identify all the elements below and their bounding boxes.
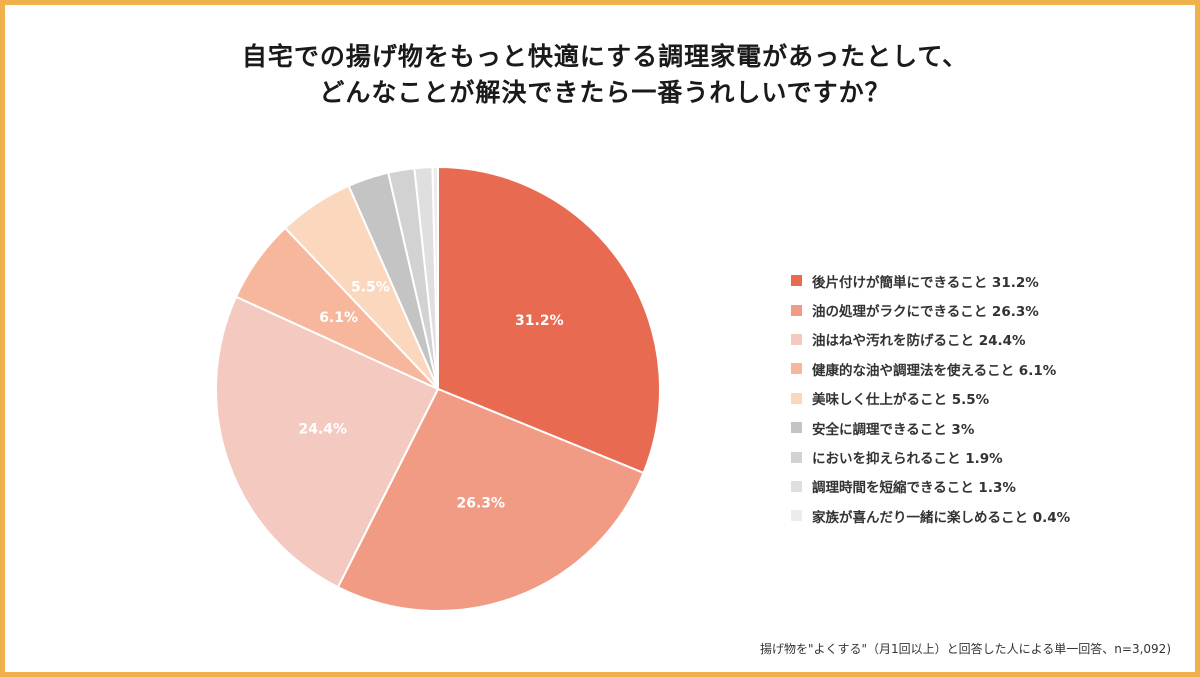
legend-label: 健康的な油や調理法を使えること 6.1% [812,362,1057,379]
legend-swatch [791,363,802,375]
legend-label: 家族が喜んだり一緒に楽しめること 0.4% [812,509,1071,526]
legend-item-7: においを抑えられること 1.9% [791,442,1070,471]
pie-slice-3 [215,295,440,589]
pie-slice-1 [437,165,661,475]
chart-legend: 後片付けが簡単にできること 31.2% 油の処理がラクにできること 26.3% 油は… [791,266,1070,531]
legend-swatch [791,275,802,287]
pie-data-label-3: 24.4% [298,421,347,437]
legend-label: 後片付けが簡単にできること 31.2% [812,274,1039,291]
chart-title-line-2: どんなことが解決できたら一番うれしいですか？ [319,78,891,107]
legend-item-5: 美味しく仕上がること 5.5% [791,384,1070,413]
legend-swatch [791,451,802,463]
chart-title-line-1: 自宅での揚げ物をもっと快適にする調理家電があったとして、 [241,42,969,71]
legend-item-6: 安全に調理できること 3% [791,413,1070,442]
footnote: 揚げ物を"よくする"（月1回以上）と回答した人による単一回答、n=3,092) [759,642,1171,656]
legend-swatch [791,333,802,345]
legend-label: 安全に調理できること 3% [812,421,975,438]
pie-data-label-5: 5.5% [351,279,390,295]
legend-swatch [791,304,802,316]
legend-swatch [791,480,802,492]
legend-label: 美味しく仕上がること 5.5% [812,392,990,409]
legend-label: 調理時間を短縮できること 1.3% [812,480,1016,497]
legend-item-1: 後片付けが簡単にできること 31.2% [791,266,1070,295]
legend-item-9: 家族が喜んだり一緒に楽しめること 0.4% [791,501,1070,530]
legend-item-3: 油はねや汚れを防げること 24.4% [791,325,1070,354]
pie-slice-9 [431,165,439,390]
legend-swatch [791,422,802,434]
legend-item-4: 健康的な油や調理法を使えること 6.1% [791,354,1070,383]
chart-title: 自宅での揚げ物をもっと快適にする調理家電があったとして、 どんなことが解決できた… [5,39,1200,111]
legend-item-8: 調理時間を短縮できること 1.3% [791,472,1070,501]
legend-item-2: 油の処理がラクにできること 26.3% [791,295,1070,324]
legend-label: 油はねや汚れを防げること 24.4% [812,333,1026,350]
legend-swatch [791,510,802,522]
pie-chart: 31.2% 26.3% 24.4% 6.1% 5.5% [215,165,661,612]
pie-data-label-4: 6.1% [319,310,358,326]
legend-label: 油の処理がラクにできること 26.3% [812,304,1039,321]
legend-label: においを抑えられること 1.9% [812,451,1003,468]
pie-slice-2 [336,387,645,612]
legend-swatch [791,392,802,404]
pie-data-label-2: 26.3% [456,495,505,511]
pie-data-label-1: 31.2% [515,313,564,329]
